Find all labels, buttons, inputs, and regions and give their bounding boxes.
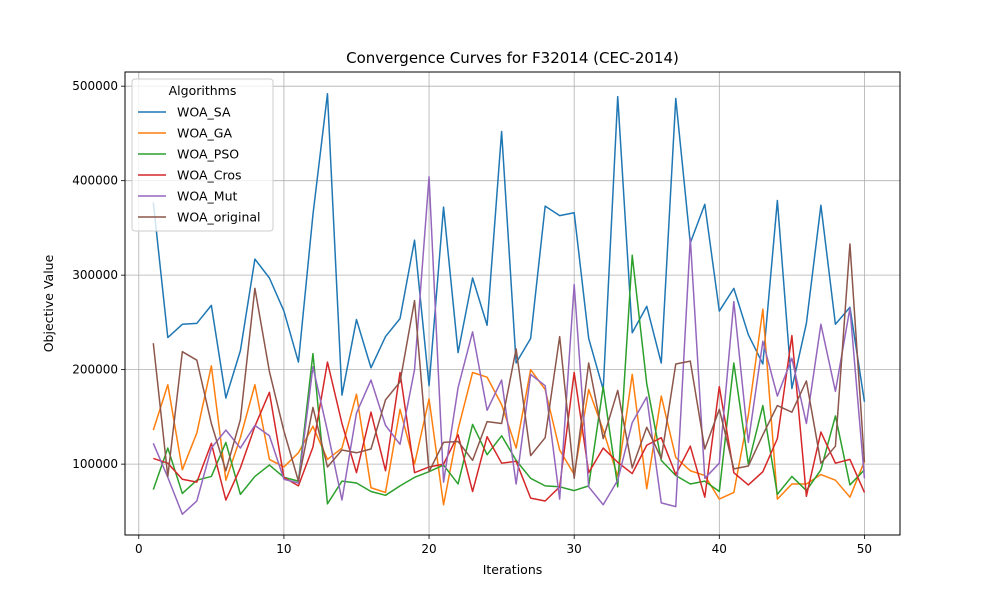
series-line-woa-sa (152, 92, 866, 402)
x-tick-label: 30 (567, 542, 582, 556)
y-tick-label: 100000 (72, 457, 118, 471)
legend-label-woa-original: WOA_original (177, 210, 261, 225)
x-tick-label: 40 (712, 542, 727, 556)
series-line-woa-ga (152, 308, 866, 506)
chart-title: Convergence Curves for F32014 (CEC-2014) (346, 49, 679, 67)
y-tick-label: 200000 (72, 363, 118, 377)
series-lines (152, 92, 866, 515)
series-line-woa-original (152, 243, 866, 482)
series-line-woa-cros (153, 334, 866, 502)
y-tick-label: 400000 (72, 174, 118, 188)
series-line-woa-pso (152, 254, 865, 505)
y-tick-label: 300000 (72, 268, 118, 282)
series-line-woa-mut (152, 176, 866, 515)
legend-label-woa-cros: WOA_Cros (177, 168, 242, 183)
legend-label-woa-pso: WOA_PSO (177, 147, 239, 162)
grid-lines (125, 72, 900, 535)
axis-ticks: 0 10 20 30 40 50 100000 200000 300000 400000 50000… (72, 79, 872, 556)
x-tick-label: 0 (135, 542, 143, 556)
x-tick-label: 10 (276, 542, 291, 556)
legend-items: WOA_SA WOA_GA WOA_PSO WOA_Cros WOA_Mut WOA_or… (138, 105, 261, 225)
x-axis-label: Iterations (483, 562, 543, 577)
legend-title: Algorithms (169, 83, 237, 98)
legend: Algorithms WOA_SAWOA_GAWOA_PSOWOA_CrosWO… (131, 78, 274, 232)
legend-label-woa-sa: WOA_SA (177, 105, 231, 120)
legend-label-woa-ga: WOA_GA (177, 126, 232, 141)
y-axis-label: Objective Value (41, 254, 56, 352)
x-tick-label: 20 (421, 542, 436, 556)
x-tick-label: 50 (857, 542, 872, 556)
plot-frame (124, 71, 901, 536)
y-tick-label: 500000 (72, 79, 118, 93)
legend-box (131, 78, 274, 232)
legend-label-woa-mut: WOA_Mut (177, 189, 237, 204)
